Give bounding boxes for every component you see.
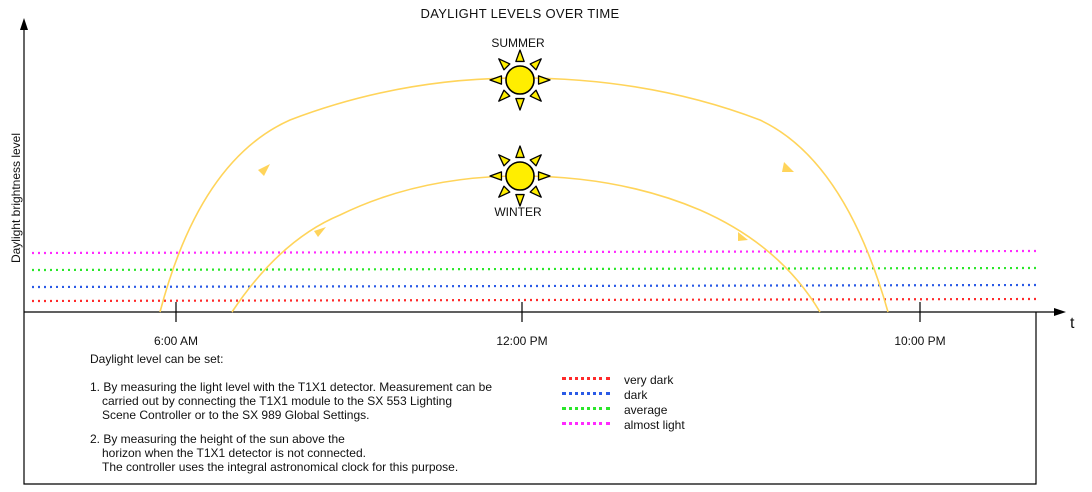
legend-item: average: [562, 402, 685, 417]
legend-swatch-dark: [562, 392, 610, 397]
sun-ray: [489, 75, 503, 85]
y-axis-arrow: [20, 18, 28, 30]
notes-item-1-line: carried out by connecting the T1X1 modul…: [102, 394, 453, 408]
winter-sun-path: [231, 175, 821, 313]
sun-ray: [537, 171, 551, 181]
sun-ray: [515, 97, 525, 111]
legend-swatch-very-dark: [562, 377, 610, 382]
sun-ray: [498, 185, 511, 198]
sun-ray: [529, 185, 542, 198]
summer-sun-icon: [489, 49, 551, 111]
y-axis-label: Daylight brightness level: [9, 132, 23, 264]
legend-label: average: [624, 402, 668, 417]
sun-ray: [515, 193, 525, 207]
path-arrow: [738, 232, 748, 241]
notes-item-2-line: horizon when the T1X1 detector is not co…: [102, 446, 366, 460]
level-line-dark: [31, 283, 1037, 289]
level-line-almost-light: [31, 249, 1037, 255]
notes-intro: Daylight level can be set:: [90, 352, 224, 366]
x-axis-arrow: [1054, 308, 1066, 316]
notes-item-1-line: Scene Controller or to the SX 989 Global…: [102, 408, 370, 422]
path-arrow: [314, 227, 326, 237]
sun-ray: [537, 75, 551, 85]
legend-label: almost light: [624, 417, 685, 432]
info-box: [23, 312, 1037, 485]
notes-item-2-line: 2. By measuring the height of the sun ab…: [90, 432, 345, 446]
sun-disc: [505, 65, 535, 95]
tick-label-12pm: 12:00 PM: [496, 334, 548, 348]
sun-ray: [515, 145, 525, 159]
x-axis-label: t: [1070, 315, 1075, 332]
level-legend: very dark dark average almost light: [562, 372, 685, 432]
legend-item: almost light: [562, 417, 685, 432]
path-arrow: [258, 164, 270, 176]
sun-ray: [529, 89, 542, 102]
legend-swatch-almost-light: [562, 422, 610, 427]
sun-ray: [498, 154, 511, 167]
legend-label: dark: [624, 387, 648, 402]
notes-item-1-line: 1. By measuring the light level with the…: [90, 380, 492, 394]
sun-ray: [515, 49, 525, 63]
sun-disc: [505, 161, 535, 191]
path-arrow: [782, 162, 794, 172]
tick-label-6am: 6:00 AM: [153, 334, 199, 348]
level-line-average: [31, 266, 1037, 272]
legend-label: very dark: [624, 372, 674, 387]
legend-swatch-average: [562, 407, 610, 412]
sun-ray: [498, 89, 511, 102]
diagram-title: DAYLIGHT LEVELS OVER TIME: [420, 6, 620, 21]
tick-label-10pm: 10:00 PM: [894, 334, 946, 348]
legend-item: dark: [562, 387, 685, 402]
legend-item: very dark: [562, 372, 685, 387]
notes-item-1: 1. By measuring the light level with the…: [90, 380, 492, 422]
notes-item-2-line: The controller uses the integral astrono…: [102, 460, 459, 474]
winter-sun-icon: [489, 145, 551, 207]
sun-ray: [529, 58, 542, 71]
sun-ray: [489, 171, 503, 181]
summer-label: SUMMER: [491, 36, 545, 50]
sun-ray: [498, 58, 511, 71]
sun-ray: [529, 154, 542, 167]
winter-label: WINTER: [494, 205, 542, 219]
notes-item-2: 2. By measuring the height of the sun ab…: [90, 432, 458, 474]
